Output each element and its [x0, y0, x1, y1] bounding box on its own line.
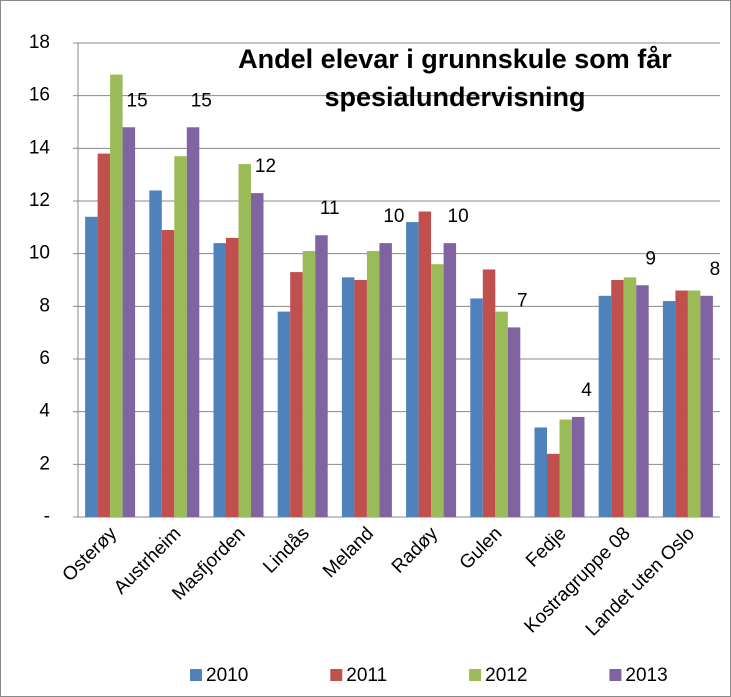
bar — [251, 193, 264, 517]
data-label: 15 — [191, 90, 212, 111]
data-label: 4 — [581, 380, 592, 401]
bar — [186, 127, 200, 518]
bar — [547, 453, 560, 517]
bar — [611, 280, 624, 517]
legend-label: 2010 — [206, 665, 248, 686]
bar — [418, 211, 432, 518]
bar — [341, 277, 355, 517]
bar — [226, 237, 239, 517]
bar — [110, 74, 123, 517]
bar — [379, 243, 392, 517]
bar — [238, 164, 251, 517]
y-tick-label: 16 — [29, 85, 50, 106]
bar — [174, 156, 187, 517]
y-tick-label: 6 — [39, 348, 50, 369]
bar — [470, 298, 483, 517]
y-tick-label: 14 — [29, 137, 51, 158]
legend-label: 2013 — [625, 665, 667, 686]
data-label: 10 — [448, 206, 469, 227]
y-tick-label: 18 — [29, 32, 50, 53]
chart-title: Andel elevar i grunnskule som får spesia… — [238, 44, 672, 112]
bar — [85, 216, 98, 518]
data-label: 11 — [320, 198, 340, 219]
bar — [302, 251, 316, 518]
bar — [675, 290, 688, 517]
bar — [482, 269, 496, 517]
bar — [559, 419, 572, 517]
bar — [366, 251, 380, 518]
bar — [495, 311, 508, 517]
legend-swatch — [330, 669, 343, 681]
y-tick-label: 4 — [39, 401, 50, 422]
bar — [623, 277, 637, 517]
y-tick-label: 2 — [39, 453, 50, 474]
legend-label: 2012 — [485, 665, 527, 686]
bar — [636, 285, 649, 517]
bar — [443, 243, 457, 517]
bar — [687, 290, 701, 517]
bar — [406, 222, 419, 518]
bar — [662, 301, 676, 517]
legend-swatch — [190, 669, 202, 681]
bar — [122, 127, 136, 518]
bar — [700, 295, 713, 517]
legend-swatch — [469, 669, 482, 681]
bar — [354, 280, 367, 517]
bar — [290, 272, 303, 517]
bar — [572, 416, 585, 517]
bar — [97, 153, 111, 517]
y-tick-label: 8 — [39, 295, 50, 316]
y-tick-label: 12 — [29, 190, 50, 211]
bar — [431, 264, 444, 517]
data-label: 10 — [383, 206, 404, 227]
bar — [534, 427, 547, 517]
bar — [507, 327, 521, 517]
data-label: 12 — [255, 156, 276, 177]
bar — [161, 229, 175, 517]
bar — [149, 190, 162, 517]
bar — [213, 243, 226, 517]
data-label: 9 — [645, 248, 656, 269]
bar — [277, 311, 291, 517]
legend-swatch — [609, 669, 622, 681]
data-label: 8 — [710, 259, 721, 280]
y-tick-label: 10 — [29, 243, 50, 264]
data-label: 15 — [127, 90, 148, 111]
legend-label: 2011 — [346, 665, 387, 686]
y-tick-label: - — [44, 506, 50, 527]
bar — [315, 235, 328, 517]
bar — [598, 295, 612, 517]
data-label: 7 — [517, 290, 528, 311]
